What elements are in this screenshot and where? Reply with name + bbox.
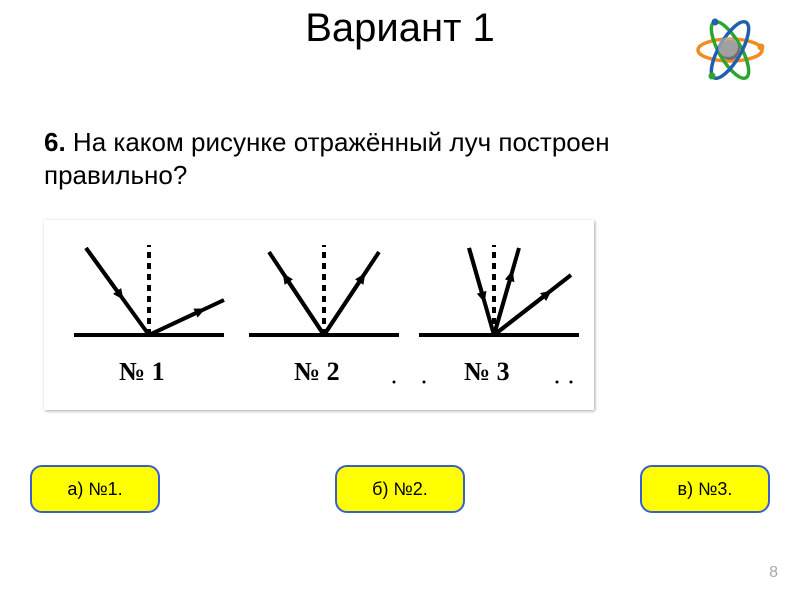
answer-a[interactable]: а) №1. bbox=[30, 465, 160, 513]
page-title: Вариант 1 bbox=[0, 0, 800, 51]
question-body: На каком рисунке отражённый луч построен… bbox=[44, 127, 610, 190]
figure-label-3: № 3 bbox=[464, 357, 510, 386]
page-number: 8 bbox=[769, 564, 778, 582]
answers-row: а) №1. б) №2. в) №3. bbox=[30, 465, 770, 513]
figure-panel: № 1 № 2 № 3 bbox=[44, 220, 594, 410]
question-text: 6. На каком рисунке отражённый луч постр… bbox=[44, 126, 756, 191]
answer-c[interactable]: в) №3. bbox=[640, 465, 770, 513]
question-number: 6. bbox=[44, 127, 66, 157]
figure-label-1: № 1 bbox=[119, 357, 165, 386]
reflection-diagrams: № 1 № 2 № 3 bbox=[44, 220, 594, 410]
atom-icon bbox=[690, 10, 770, 95]
answer-b[interactable]: б) №2. bbox=[335, 465, 465, 513]
figure-label-2: № 2 bbox=[294, 357, 340, 386]
